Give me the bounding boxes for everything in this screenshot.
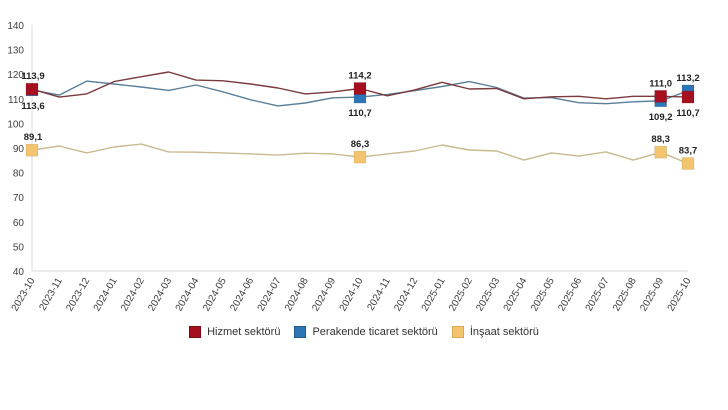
x-tick-label: 2025-02 bbox=[447, 276, 475, 314]
y-tick-label: 120 bbox=[7, 70, 24, 81]
legend-label-perakende: Perakende ticaret sektörü bbox=[312, 326, 438, 338]
x-tick-label: 2023-11 bbox=[37, 276, 65, 313]
x-tick-label: 2025-10 bbox=[666, 276, 694, 314]
legend: Hizmet sektörü Perakende ticaret sektörü… bbox=[0, 326, 728, 338]
y-tick-label: 140 bbox=[7, 21, 24, 32]
data-marker[interactable] bbox=[654, 145, 667, 159]
y-tick-label: 80 bbox=[13, 169, 25, 180]
data-label: 111,0 bbox=[649, 78, 672, 89]
data-label: 88,3 bbox=[651, 134, 670, 145]
x-tick-label: 2025-08 bbox=[611, 276, 639, 314]
legend-swatch-insaat bbox=[451, 326, 464, 338]
data-label: 83,7 bbox=[679, 145, 698, 156]
data-label: 110,7 bbox=[348, 108, 371, 119]
legend-swatch-perakende bbox=[294, 326, 307, 338]
x-tick-label: 2025-01 bbox=[420, 276, 448, 314]
data-label: 114,2 bbox=[348, 70, 371, 81]
data-label: 109,2 bbox=[649, 112, 673, 123]
data-marker[interactable] bbox=[353, 82, 367, 95]
x-tick-label: 2024-05 bbox=[201, 276, 229, 314]
x-tick-label: 2024-03 bbox=[146, 276, 174, 314]
x-tick-label: 2024-04 bbox=[174, 276, 202, 314]
x-tick-label: 2025-05 bbox=[529, 276, 557, 314]
data-marker[interactable] bbox=[681, 157, 695, 170]
data-label: 110,7 bbox=[676, 108, 699, 119]
x-tick-label: 2024-01 bbox=[92, 276, 120, 314]
data-label: 89,1 bbox=[24, 132, 43, 143]
x-tick-label: 2025-03 bbox=[474, 276, 502, 314]
x-tick-label: 2024-12 bbox=[392, 276, 420, 314]
x-tick-label: 2024-11 bbox=[365, 276, 393, 313]
legend-swatch-hizmet bbox=[189, 326, 202, 338]
y-tick-label: 100 bbox=[7, 119, 24, 130]
y-tick-label: 60 bbox=[13, 218, 25, 229]
x-tick-label: 2024-08 bbox=[283, 276, 311, 314]
legend-item-hizmet[interactable]: Hizmet sektörü bbox=[189, 326, 280, 338]
data-label: 113,2 bbox=[676, 73, 699, 84]
x-tick-label: 2024-07 bbox=[256, 276, 284, 314]
legend-item-perakende[interactable]: Perakende ticaret sektörü bbox=[294, 326, 438, 338]
data-marker[interactable] bbox=[681, 90, 695, 104]
y-tick-label: 110 bbox=[8, 95, 24, 106]
x-axis-ticks: 2023-10 2023-11 2023-12 2024-01 2024-02 2024-… bbox=[10, 276, 694, 314]
data-label: 113,6 bbox=[21, 101, 44, 112]
x-tick-label: 2023-10 bbox=[10, 276, 38, 314]
y-tick-label: 130 bbox=[7, 46, 24, 57]
legend-item-insaat[interactable]: İnşaat sektörü bbox=[451, 326, 539, 338]
x-tick-label: 2025-06 bbox=[556, 276, 584, 314]
data-label: 86,3 bbox=[351, 139, 370, 150]
data-label: 113,9 bbox=[21, 71, 44, 82]
series-markers bbox=[25, 82, 695, 170]
y-tick-label: 70 bbox=[13, 193, 25, 204]
data-marker[interactable] bbox=[654, 90, 667, 103]
y-tick-label: 50 bbox=[13, 242, 25, 253]
legend-label-insaat: İnşaat sektörü bbox=[469, 326, 539, 338]
legend-label-hizmet: Hizmet sektörü bbox=[207, 326, 281, 338]
y-tick-label: 40 bbox=[13, 267, 25, 278]
x-tick-label: 2025-07 bbox=[584, 276, 612, 314]
x-tick-label: 2024-09 bbox=[310, 276, 338, 314]
x-tick-label: 2025-09 bbox=[638, 276, 666, 314]
data-marker[interactable] bbox=[25, 143, 39, 157]
x-tick-label: 2025-04 bbox=[502, 276, 530, 314]
x-tick-label: 2024-02 bbox=[119, 276, 147, 314]
x-tick-label: 2023-12 bbox=[64, 276, 92, 314]
y-axis-ticks: 40 50 60 70 80 90 100 110 120 130 140 bbox=[7, 21, 24, 278]
x-tick-label: 2024-10 bbox=[338, 276, 366, 314]
x-tick-label: 2024-06 bbox=[228, 276, 256, 314]
y-tick-label: 90 bbox=[13, 144, 25, 155]
data-marker[interactable] bbox=[353, 150, 367, 164]
data-marker[interactable] bbox=[25, 82, 39, 96]
